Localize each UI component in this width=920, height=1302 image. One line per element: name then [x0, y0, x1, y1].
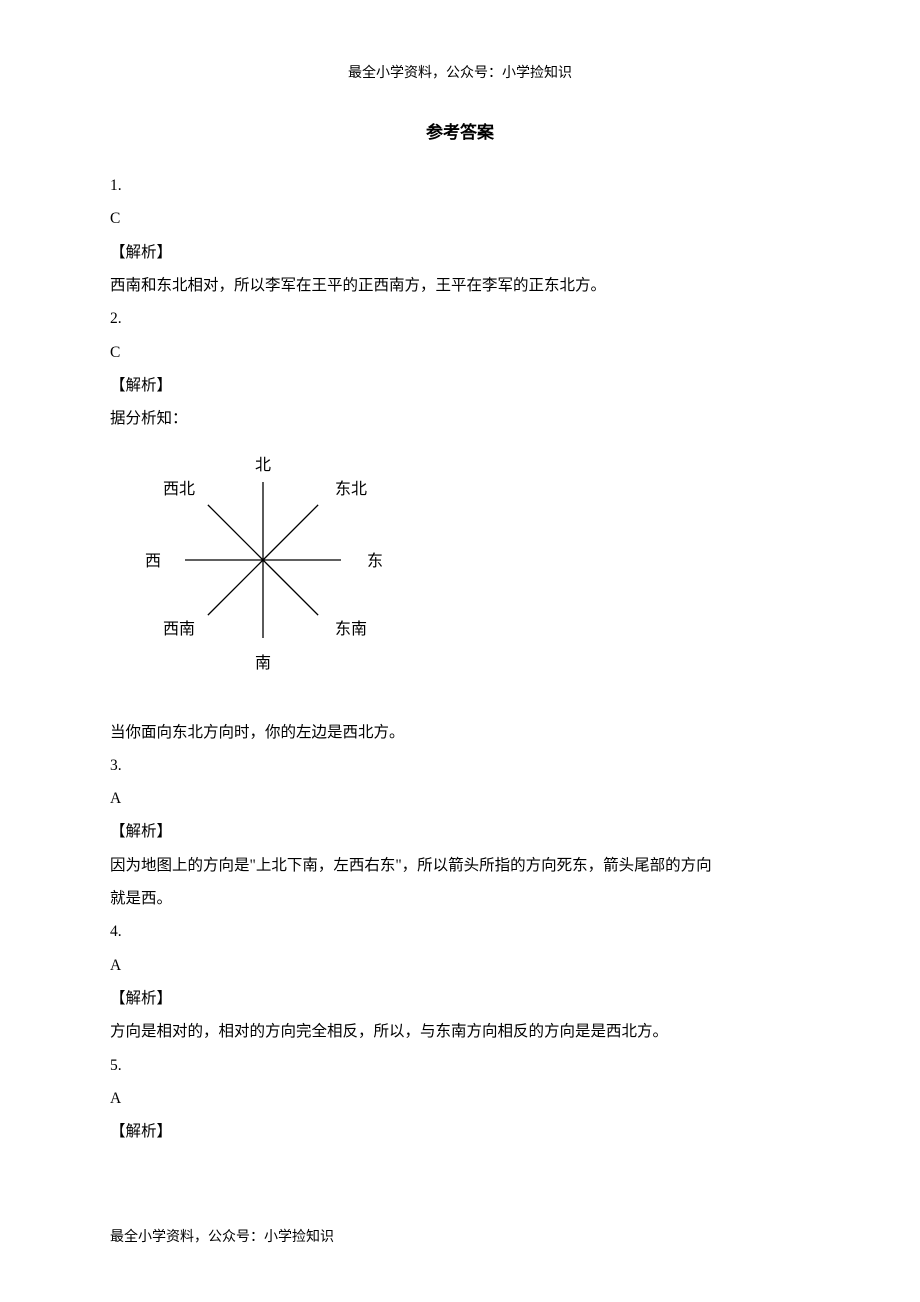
answer-explanation: 就是西。: [110, 882, 810, 915]
answer-explanation: 西南和东北相对，所以李军在王平的正西南方，王平在李军的正东北方。: [110, 269, 810, 302]
svg-text:南: 南: [255, 654, 271, 672]
answer-choice: C: [110, 202, 810, 235]
svg-text:西北: 西北: [163, 480, 195, 498]
page-footer: 最全小学资料，公众号：小学捡知识: [110, 1226, 334, 1246]
answer-choice: A: [110, 1082, 810, 1115]
svg-text:西: 西: [145, 553, 161, 570]
page-header: 最全小学资料，公众号：小学捡知识: [110, 62, 810, 82]
answer-label: 【解析】: [110, 369, 810, 402]
answer-choice: C: [110, 336, 810, 369]
answer-label: 【解析】: [110, 815, 810, 848]
answer-number: 5.: [110, 1049, 810, 1082]
footer-text: 最全小学资料，公众号：小学捡知识: [110, 1230, 334, 1245]
page-title: 参考答案: [110, 118, 810, 143]
answer-number: 3.: [110, 749, 810, 782]
answer-explanation: 当你面向东北方向时，你的左边是西北方。: [110, 716, 810, 749]
answer-label: 【解析】: [110, 982, 810, 1015]
header-text: 最全小学资料，公众号：小学捡知识: [348, 66, 572, 81]
answer-choice: A: [110, 782, 810, 815]
svg-text:西南: 西南: [163, 620, 195, 638]
svg-text:东南: 东南: [335, 620, 367, 638]
answer-number: 1.: [110, 169, 810, 202]
answer-explanation: 方向是相对的，相对的方向完全相反，所以，与东南方向相反的方向是是西北方。: [110, 1015, 810, 1048]
answer-choice: A: [110, 949, 810, 982]
svg-text:东北: 东北: [335, 480, 367, 498]
compass-diagram: 北南 东 西 东北 西北东南 西南: [110, 456, 810, 686]
answer-explanation: 因为地图上的方向是"上北下南，左西右东"，所以箭头所指的方向死东，箭头尾部的方向: [110, 849, 810, 882]
compass-svg: 北南 东 西 东北 西北东南 西南: [135, 456, 395, 686]
svg-text:东: 东: [367, 552, 383, 570]
answer-number: 2.: [110, 302, 810, 335]
answer-label: 【解析】: [110, 236, 810, 269]
answer-label: 【解析】: [110, 1115, 810, 1148]
answer-explanation: 据分析知：: [110, 402, 810, 435]
svg-text:北: 北: [255, 456, 271, 474]
answer-number: 4.: [110, 915, 810, 948]
